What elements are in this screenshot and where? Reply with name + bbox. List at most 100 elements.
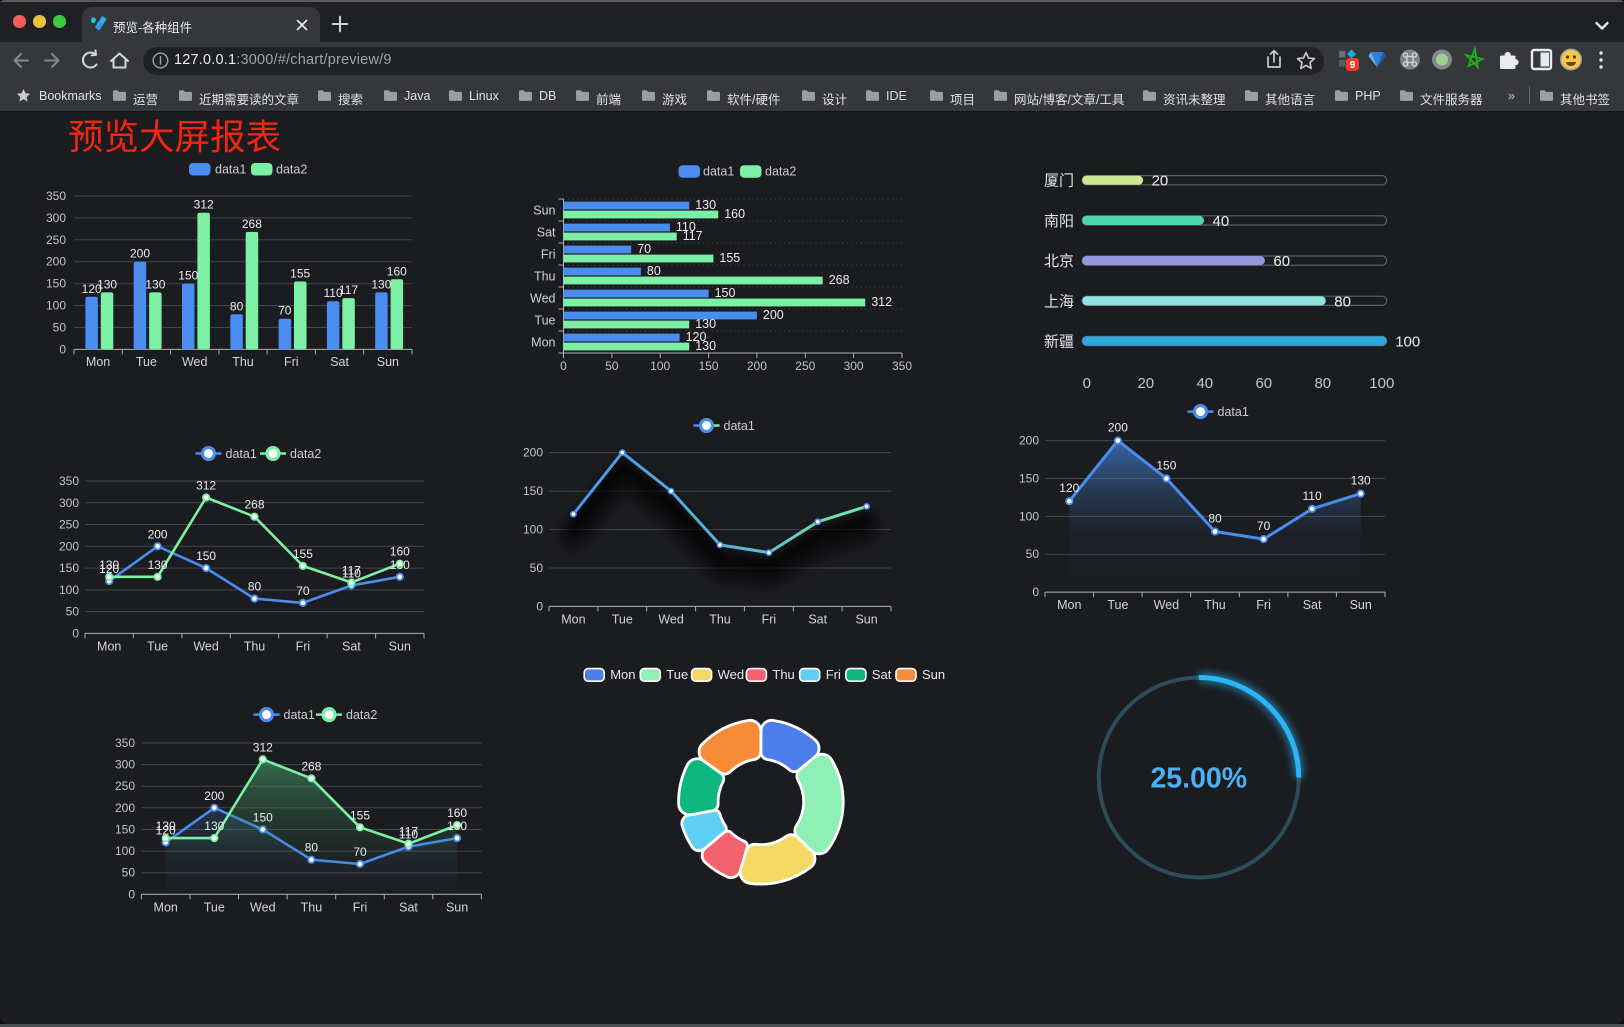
svg-text:155: 155 [719,251,740,265]
svg-text:Sun: Sun [922,667,945,682]
svg-text:150: 150 [715,286,736,300]
svg-text:155: 155 [293,547,313,561]
svg-text:data1: data1 [724,419,755,433]
svg-text:130: 130 [156,819,176,833]
svg-text:120: 120 [99,562,119,576]
svg-text:Fri: Fri [762,612,777,626]
svg-text:300: 300 [46,211,66,225]
svg-text:Sat: Sat [342,639,361,653]
svg-text:150: 150 [46,277,66,291]
svg-text:200: 200 [523,446,543,460]
svg-text:Thu: Thu [772,667,794,682]
svg-text:0: 0 [128,887,135,901]
svg-text:117: 117 [342,564,361,578]
svg-text:Thu: Thu [301,900,323,914]
svg-text:Tue: Tue [204,900,225,914]
svg-text:130: 130 [97,277,117,291]
svg-text:50: 50 [66,605,80,619]
svg-text:70: 70 [353,845,367,859]
svg-text:Wed: Wed [1154,598,1180,612]
svg-text:25.00%: 25.00% [1150,763,1247,795]
svg-text:新疆: 新疆 [1044,334,1074,351]
svg-text:Fri: Fri [826,667,841,682]
svg-text:110: 110 [676,220,696,234]
svg-text:80: 80 [1314,375,1331,392]
svg-text:厦门: 厦门 [1044,173,1074,190]
svg-text:Tue: Tue [612,612,633,626]
svg-text:110: 110 [399,828,418,842]
svg-text:155: 155 [350,808,370,822]
svg-text:60: 60 [1255,375,1272,392]
svg-text:130: 130 [145,277,165,291]
svg-text:150: 150 [523,484,543,498]
svg-text:80: 80 [647,264,661,278]
svg-text:Wed: Wed [530,292,556,306]
svg-text:100: 100 [59,583,79,597]
svg-text:130: 130 [695,317,716,331]
svg-text:Sat: Sat [808,612,827,626]
svg-text:200: 200 [59,539,79,553]
svg-text:150: 150 [253,811,273,825]
svg-text:data1: data1 [1218,405,1249,419]
svg-text:250: 250 [59,518,79,532]
svg-text:60: 60 [1273,253,1290,270]
svg-text:Fri: Fri [296,639,311,653]
svg-text:Wed: Wed [193,639,219,653]
svg-text:312: 312 [871,295,892,309]
svg-text:150: 150 [59,561,79,575]
svg-text:100: 100 [1369,375,1394,392]
svg-text:data2: data2 [290,447,321,461]
svg-text:110: 110 [342,567,361,581]
svg-text:data1: data1 [226,447,257,461]
svg-text:268: 268 [829,273,850,287]
svg-text:0: 0 [560,359,567,373]
svg-text:Tue: Tue [147,639,168,653]
svg-text:Wed: Wed [182,355,208,369]
svg-text:南阳: 南阳 [1044,213,1074,230]
svg-text:80: 80 [230,299,244,313]
svg-text:120: 120 [1059,481,1079,495]
svg-text:50: 50 [122,866,136,880]
svg-text:Thu: Thu [709,612,731,626]
svg-text:data2: data2 [765,165,796,179]
svg-text:70: 70 [278,304,292,318]
svg-text:130: 130 [695,339,716,353]
svg-text:Sun: Sun [446,900,468,914]
svg-text:160: 160 [387,264,407,278]
svg-text:150: 150 [1019,472,1039,486]
svg-text:350: 350 [59,474,79,488]
svg-text:200: 200 [1108,421,1128,435]
svg-text:Tue: Tue [1107,598,1128,612]
svg-text:312: 312 [253,740,273,754]
svg-text:150: 150 [699,359,719,373]
svg-text:Fri: Fri [1256,598,1271,612]
svg-text:150: 150 [1156,459,1176,473]
svg-text:data2: data2 [346,708,377,722]
svg-text:Fri: Fri [353,900,368,914]
svg-text:268: 268 [242,217,262,231]
svg-text:Fri: Fri [541,248,556,262]
svg-text:120: 120 [82,282,102,296]
svg-text:160: 160 [390,545,410,559]
svg-text:Thu: Thu [232,355,254,369]
svg-text:Sat: Sat [872,667,892,682]
svg-text:150: 150 [115,823,135,837]
svg-text:Mon: Mon [97,639,121,653]
svg-text:200: 200 [1019,434,1039,448]
svg-text:100: 100 [523,523,543,537]
svg-text:250: 250 [46,233,66,247]
svg-text:0: 0 [1083,375,1091,392]
svg-text:268: 268 [244,498,264,512]
svg-text:Thu: Thu [244,639,266,653]
svg-text:Mon: Mon [531,336,555,350]
svg-text:155: 155 [290,267,310,281]
svg-text:50: 50 [53,321,67,335]
svg-text:Wed: Wed [658,612,684,626]
svg-text:110: 110 [1303,489,1322,503]
svg-text:50: 50 [530,561,544,575]
svg-text:130: 130 [371,277,391,291]
svg-text:130: 130 [204,819,224,833]
svg-text:80: 80 [305,841,319,855]
svg-text:Wed: Wed [250,900,276,914]
svg-text:Sat: Sat [399,900,418,914]
